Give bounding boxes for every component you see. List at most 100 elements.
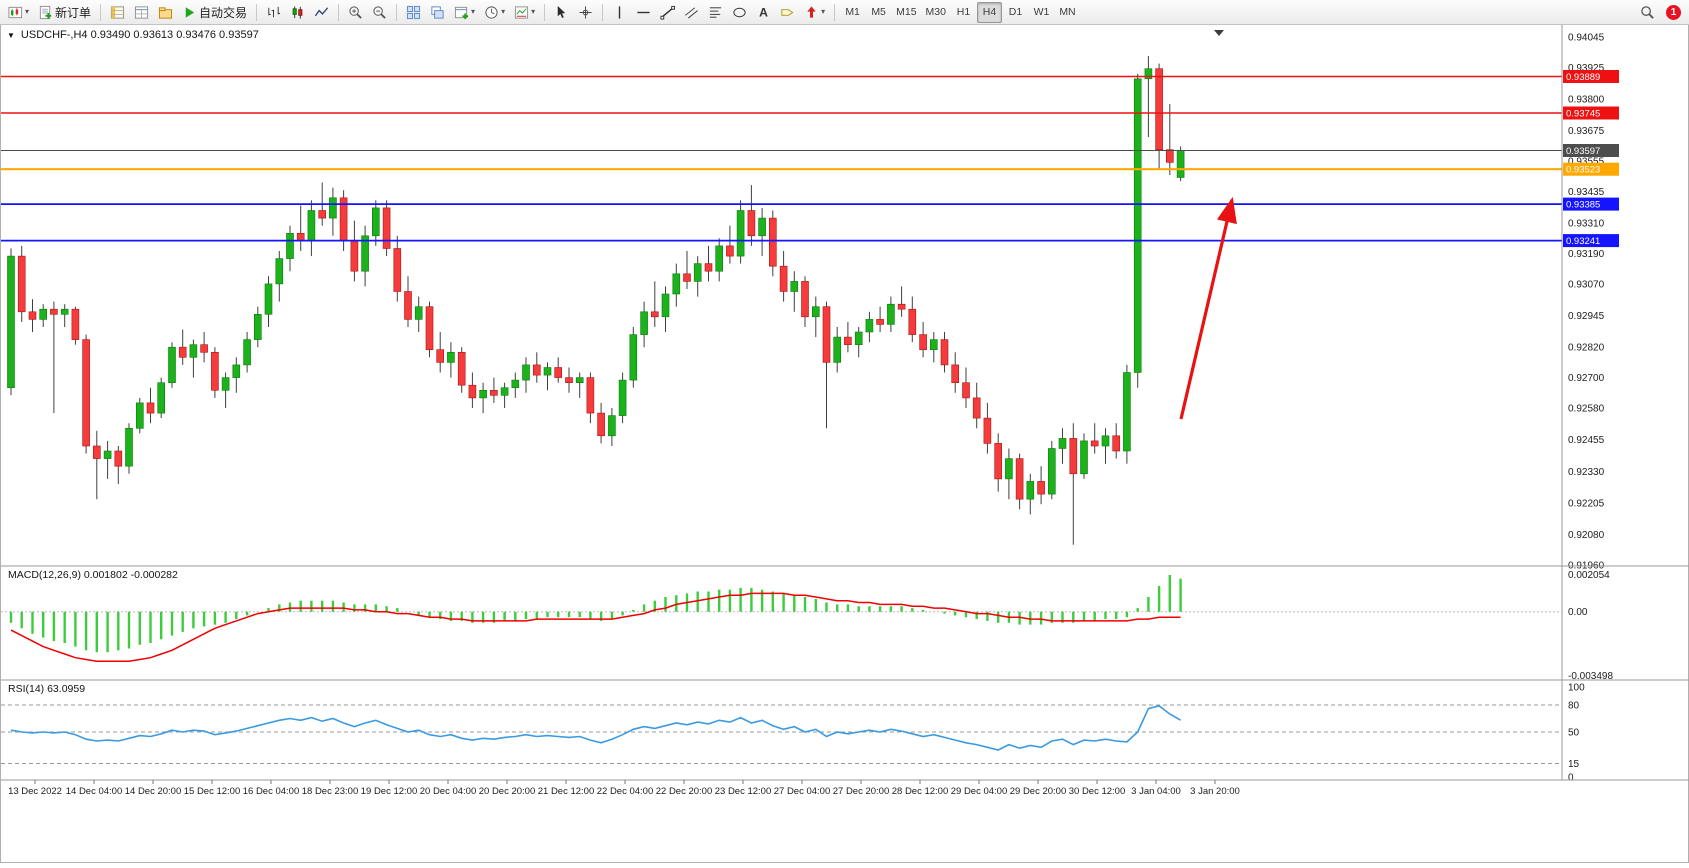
svg-text:15: 15 [1568, 759, 1580, 770]
vertical-line-tool-button[interactable] [608, 2, 631, 23]
svg-text:0.93385: 0.93385 [1566, 200, 1600, 211]
search-button[interactable] [1636, 2, 1659, 23]
chart-canvas[interactable]: 0.94045 0.93925 0.93800 0.93675 0.93555 0.934… [1, 25, 1689, 863]
timeframe-button-h1[interactable]: H1 [951, 2, 976, 23]
svg-text:3 Jan 04:00: 3 Jan 04:00 [1131, 786, 1181, 797]
svg-text:0.93889: 0.93889 [1566, 72, 1600, 83]
svg-text:23 Dec 12:00: 23 Dec 12:00 [715, 786, 772, 797]
svg-text:13 Dec 2022: 13 Dec 2022 [8, 786, 62, 797]
svg-text:0.93435: 0.93435 [1568, 187, 1605, 198]
svg-text:0.93241: 0.93241 [1566, 236, 1600, 247]
timeframe-button-m30[interactable]: M30 [922, 2, 950, 23]
svg-text:0.92945: 0.92945 [1568, 311, 1605, 322]
svg-text:100: 100 [1568, 683, 1585, 694]
dropdown-caret-icon: ▾ [501, 7, 506, 16]
svg-text:27 Dec 20:00: 27 Dec 20:00 [833, 786, 890, 797]
toolbar-separator [256, 3, 258, 21]
market-watch-icon [110, 5, 125, 19]
timeframe-button-m5[interactable]: M5 [866, 2, 891, 23]
new-order-label: 新订单 [55, 5, 92, 20]
candlestick-chart-icon [292, 5, 303, 19]
new-window-button[interactable]: ▾ [450, 2, 479, 23]
candlestick-chart-button[interactable] [286, 2, 309, 23]
channel-tool-button[interactable] [680, 2, 703, 23]
chart-symbol-ohlc-text: USDCHF-,H4 0.93490 0.93613 0.93476 0.935… [20, 29, 259, 41]
new-order-button[interactable]: 新订单 [34, 2, 95, 23]
svg-text:28 Dec 12:00: 28 Dec 12:00 [892, 786, 949, 797]
crosshair-button[interactable] [574, 2, 597, 23]
svg-text:0.92820: 0.92820 [1568, 343, 1605, 354]
timeframe-button-m1[interactable]: M1 [840, 2, 865, 23]
cascade-windows-button[interactable] [426, 2, 449, 23]
search-icon [1641, 5, 1654, 19]
toolbar-right-group: 1 [1636, 2, 1685, 23]
svg-text:0.93745: 0.93745 [1566, 109, 1600, 120]
zoom-out-icon [373, 5, 386, 19]
bar-chart-button[interactable] [262, 2, 285, 23]
text-label-icon [781, 8, 794, 16]
timeframe-button-h4[interactable]: H4 [976, 1, 1002, 23]
svg-text:0.93675: 0.93675 [1568, 126, 1605, 137]
autotrading-button[interactable]: 自动交易 [178, 2, 251, 23]
svg-text:-0.003498: -0.003498 [1568, 671, 1613, 682]
cursor-button[interactable] [550, 2, 573, 23]
svg-text:14 Dec 04:00: 14 Dec 04:00 [66, 786, 123, 797]
market-watch-button[interactable] [106, 2, 129, 23]
vertical-line-icon [618, 5, 621, 19]
dropdown-caret-icon: ▾ [531, 7, 536, 16]
tile-windows-button[interactable] [402, 2, 425, 23]
autotrading-label: 自动交易 [199, 5, 248, 20]
svg-text:0.93555: 0.93555 [1568, 157, 1605, 168]
cascade-windows-icon [431, 5, 444, 19]
timeframe-button-mn[interactable]: MN [1055, 2, 1080, 23]
svg-text:22 Dec 20:00: 22 Dec 20:00 [656, 786, 713, 797]
timeframe-button-m15[interactable]: M15 [892, 2, 920, 23]
svg-text:0.92455: 0.92455 [1568, 435, 1605, 446]
navigator-button[interactable] [154, 2, 177, 23]
period-clock-button[interactable]: ▾ [480, 2, 509, 23]
fibonacci-tool-button[interactable] [704, 2, 727, 23]
label-tool-button[interactable] [776, 2, 799, 23]
svg-text:20 Dec 04:00: 20 Dec 04:00 [420, 786, 477, 797]
equidistant-channel-icon [685, 6, 698, 18]
svg-text:0.002054: 0.002054 [1568, 570, 1610, 581]
timeframe-button-d1[interactable]: D1 [1003, 2, 1028, 23]
toolbar-separator [544, 3, 546, 21]
svg-text:0.93925: 0.93925 [1568, 63, 1605, 74]
svg-text:0.00: 0.00 [1568, 607, 1588, 618]
svg-text:80: 80 [1568, 701, 1580, 712]
text-tool-button[interactable]: A [752, 2, 775, 23]
horizontal-line-tool-button[interactable] [632, 2, 655, 23]
rsi-indicator-label: RSI(14) 63.0959 [8, 683, 86, 695]
data-window-icon [134, 5, 149, 19]
svg-text:29 Dec 04:00: 29 Dec 04:00 [951, 786, 1008, 797]
tile-windows-icon [406, 5, 421, 19]
trendline-icon [660, 5, 676, 20]
chart-collapse-icon[interactable]: ▼ [7, 30, 15, 40]
notification-badge[interactable]: 1 [1666, 4, 1681, 20]
timeframe-button-w1[interactable]: W1 [1029, 2, 1054, 23]
chart-title: ▼ USDCHF-,H4 0.93490 0.93613 0.93476 0.9… [7, 29, 259, 41]
arrows-tool-button[interactable]: ▾ [800, 2, 829, 23]
navigator-icon [158, 6, 173, 19]
indicators-button[interactable]: ▾ [510, 2, 539, 23]
shapes-tool-button[interactable] [728, 2, 751, 23]
new-chart-button[interactable]: ▾ [4, 2, 33, 23]
toolbar-separator [602, 3, 604, 21]
text-icon: A [759, 5, 768, 19]
svg-text:0.93597: 0.93597 [1566, 146, 1600, 157]
line-chart-button[interactable] [310, 2, 333, 23]
svg-text:0.93070: 0.93070 [1568, 279, 1605, 290]
zoom-in-button[interactable] [344, 2, 367, 23]
svg-text:0.93310: 0.93310 [1568, 219, 1605, 230]
svg-text:30 Dec 12:00: 30 Dec 12:00 [1069, 786, 1126, 797]
new-chart-icon [8, 6, 23, 18]
trendline-tool-button[interactable] [656, 2, 679, 23]
indicators-icon [515, 5, 529, 19]
zoom-out-button[interactable] [368, 2, 391, 23]
clock-icon [485, 5, 498, 19]
data-window-button[interactable] [130, 2, 153, 23]
svg-text:0: 0 [1568, 773, 1574, 784]
toolbar-separator [100, 3, 102, 21]
svg-text:0.93800: 0.93800 [1568, 95, 1605, 106]
